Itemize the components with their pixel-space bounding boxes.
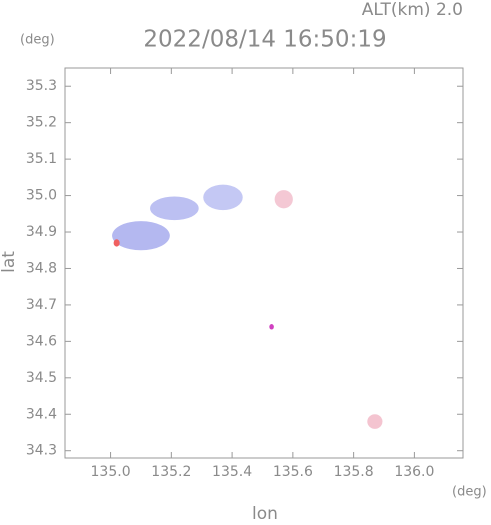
x-tick-label: 135.6 bbox=[273, 464, 313, 480]
y-tick-label: 35.1 bbox=[26, 151, 57, 167]
echo-region bbox=[112, 221, 170, 251]
y-tick-label: 34.7 bbox=[26, 297, 57, 313]
y-tick-label: 35.0 bbox=[26, 188, 57, 204]
echo-region bbox=[274, 190, 293, 209]
x-tick-label: 136.0 bbox=[394, 464, 434, 480]
y-tick-label: 34.9 bbox=[26, 224, 57, 240]
y-unit: (deg) bbox=[20, 33, 55, 48]
x-tick-label: 135.0 bbox=[91, 464, 131, 480]
y-tick-label: 34.3 bbox=[26, 443, 57, 459]
y-tick-label: 35.2 bbox=[26, 115, 57, 131]
y-tick-label: 34.8 bbox=[26, 260, 57, 276]
x-tick-label: 135.4 bbox=[212, 464, 252, 480]
y-tick-label: 35.3 bbox=[26, 78, 57, 94]
echo-region bbox=[203, 184, 243, 211]
x-axis-label: lon bbox=[252, 504, 278, 521]
echo-region bbox=[150, 196, 199, 221]
echo-region bbox=[367, 414, 383, 429]
echo-region bbox=[113, 239, 120, 247]
plot-frame bbox=[64, 67, 464, 459]
x-tick-label: 135.2 bbox=[151, 464, 191, 480]
y-tick-label: 34.6 bbox=[26, 333, 57, 349]
x-tick-label: 135.8 bbox=[334, 464, 374, 480]
y-axis-label: lat bbox=[0, 251, 19, 273]
y-tick-label: 34.5 bbox=[26, 370, 57, 386]
echo-region bbox=[269, 324, 274, 330]
x-unit: (deg) bbox=[452, 485, 487, 500]
chart-title: 2022/08/14 16:50:19 bbox=[143, 27, 386, 53]
y-tick-label: 34.4 bbox=[26, 406, 57, 422]
altitude-label: ALT(km) 2.0 bbox=[362, 0, 463, 20]
